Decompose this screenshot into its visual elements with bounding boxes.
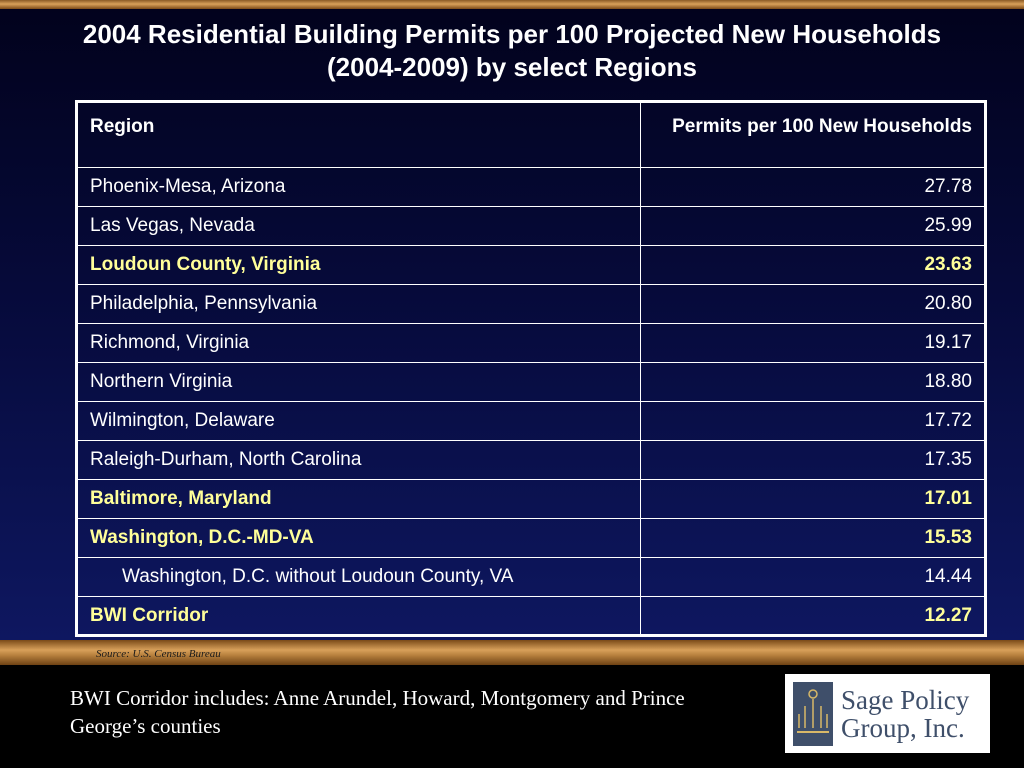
permits-value-cell: 27.78 xyxy=(640,167,986,207)
slide-title: 2004 Residential Building Permits per 10… xyxy=(82,19,942,82)
table-row: Baltimore, Maryland 17.01 xyxy=(76,479,986,519)
region-cell: Washington, D.C.-MD-VA xyxy=(76,518,641,558)
region-cell: Baltimore, Maryland xyxy=(76,479,641,519)
permits-table: Region Permits per 100 New Households Ph… xyxy=(75,100,987,637)
region-cell: BWI Corridor xyxy=(76,596,641,636)
table-row: Raleigh-Durham, North Carolina 17.35 xyxy=(76,440,986,480)
bottom-accent-bar xyxy=(0,640,1024,665)
region-cell: Las Vegas, Nevada xyxy=(76,206,641,246)
region-cell: Northern Virginia xyxy=(76,362,641,402)
header-permits: Permits per 100 New Households xyxy=(640,101,986,168)
table-row: Philadelphia, Pennsylvania 20.80 xyxy=(76,284,986,324)
table-row: Las Vegas, Nevada 25.99 xyxy=(76,206,986,246)
permits-value-cell: 17.35 xyxy=(640,440,986,480)
table-row: Washington, D.C.-MD-VA 15.53 xyxy=(76,518,986,558)
sage-logo-mark-icon xyxy=(793,681,833,746)
permits-value-cell: 19.17 xyxy=(640,323,986,363)
footnote: BWI Corridor includes: Anne Arundel, How… xyxy=(70,686,685,738)
permits-value-cell: 15.53 xyxy=(640,518,986,558)
company-logo: Sage Policy Group, Inc. xyxy=(785,674,990,753)
table-header-row: Region Permits per 100 New Households xyxy=(76,101,986,168)
table-row: Richmond, Virginia 19.17 xyxy=(76,323,986,363)
table-row: Phoenix-Mesa, Arizona 27.78 xyxy=(76,167,986,207)
table-row: BWI Corridor 12.27 xyxy=(76,596,986,636)
table-row: Northern Virginia 18.80 xyxy=(76,362,986,402)
table-row: Washington, D.C. without Loudoun County,… xyxy=(76,557,986,597)
region-cell: Raleigh-Durham, North Carolina xyxy=(76,440,641,480)
permits-value-cell: 14.44 xyxy=(640,557,986,597)
region-cell: Loudoun County, Virginia xyxy=(76,245,641,285)
region-cell: Washington, D.C. without Loudoun County,… xyxy=(76,557,641,597)
logo-line-2: Group, Inc. xyxy=(841,712,965,743)
region-cell: Philadelphia, Pennsylvania xyxy=(76,284,641,324)
logo-line-1: Sage Policy xyxy=(841,684,970,715)
logo-text: Sage Policy Group, Inc. xyxy=(841,686,969,742)
permits-value-cell: 20.80 xyxy=(640,284,986,324)
source-note: Source: U.S. Census Bureau xyxy=(96,648,221,660)
region-cell: Phoenix-Mesa, Arizona xyxy=(76,167,641,207)
permits-value-cell: 18.80 xyxy=(640,362,986,402)
permits-value-cell: 17.01 xyxy=(640,479,986,519)
permits-value-cell: 17.72 xyxy=(640,401,986,441)
region-cell: Richmond, Virginia xyxy=(76,323,641,363)
table-body: Phoenix-Mesa, Arizona 27.78 Las Vegas, Nev… xyxy=(76,167,986,636)
region-cell: Wilmington, Delaware xyxy=(76,401,641,441)
table-row: Loudoun County, Virginia 23.63 xyxy=(76,245,986,285)
permits-value-cell: 23.63 xyxy=(640,245,986,285)
permits-value-cell: 12.27 xyxy=(640,596,986,636)
table-row: Wilmington, Delaware 17.72 xyxy=(76,401,986,441)
header-region: Region xyxy=(76,101,641,168)
permits-value-cell: 25.99 xyxy=(640,206,986,246)
top-accent-bar xyxy=(0,0,1024,9)
